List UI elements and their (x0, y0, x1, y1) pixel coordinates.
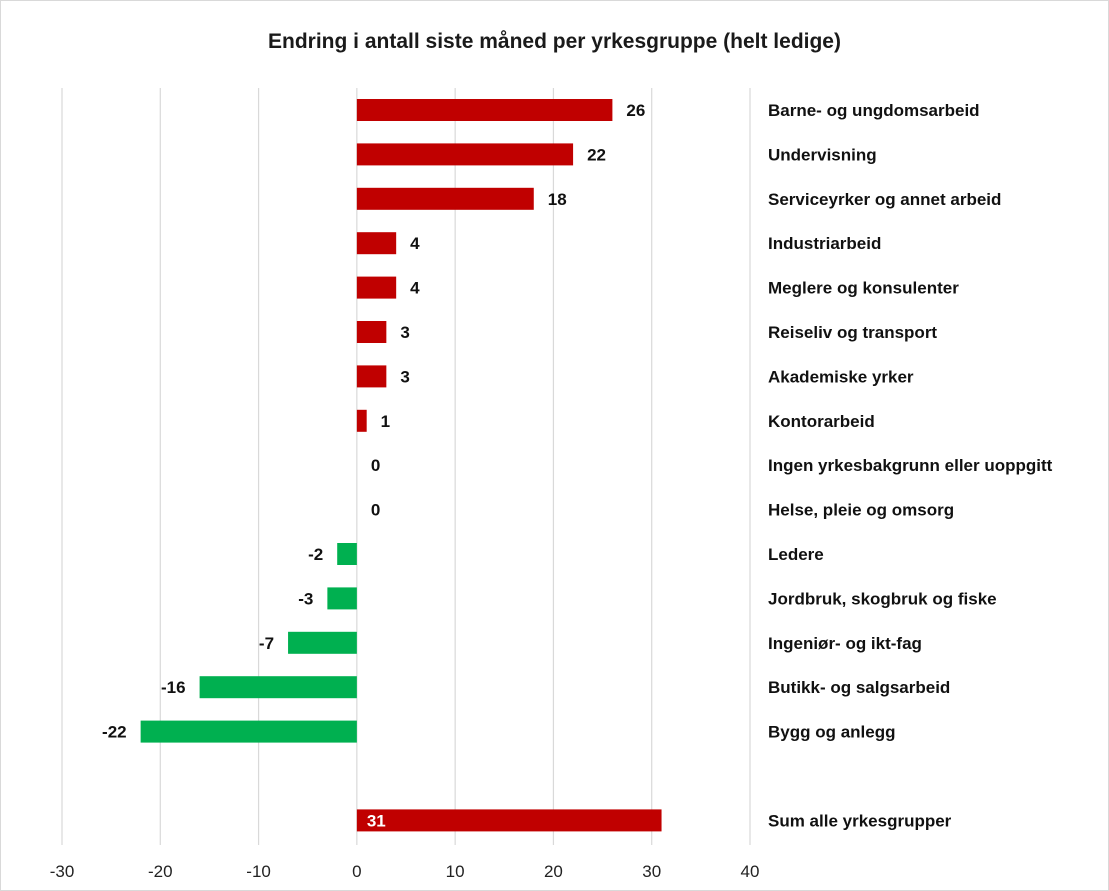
category-label: Akademiske yrker (768, 367, 914, 386)
bar (199, 676, 357, 699)
bar (356, 276, 397, 299)
bar (356, 321, 387, 343)
category-label: Ledere (768, 545, 824, 564)
bar (288, 631, 357, 654)
bar (356, 809, 662, 832)
data-label: 31 (367, 811, 386, 830)
category-label: Ingen yrkesbakgrunn eller uoppgitt (768, 456, 1053, 475)
category-label: Meglere og konsulenter (768, 279, 959, 298)
data-label: -16 (161, 678, 186, 697)
category-label: Undervisning (768, 145, 877, 164)
bar (356, 365, 387, 388)
category-label: Bygg og anlegg (768, 723, 896, 742)
bar (337, 543, 357, 565)
data-label: 0 (371, 456, 380, 475)
data-label: 3 (400, 323, 409, 342)
bar (327, 587, 357, 610)
category-label: Ingeniør- og ikt-fag (768, 634, 922, 653)
category-label: Jordbruk, skogbruk og fiske (768, 589, 997, 608)
bar (356, 143, 574, 166)
x-tick-label: -10 (246, 862, 271, 881)
bar (356, 99, 613, 121)
x-tick-label: 0 (352, 862, 361, 881)
data-label: 3 (400, 367, 409, 386)
category-labels: Barne- og ungdomsarbeid Undervisning Servi… (768, 101, 1053, 830)
gridlines (61, 88, 751, 845)
chart-title: Endring i antall siste måned per yrkesgr… (268, 30, 841, 53)
data-label: -2 (308, 545, 323, 564)
bar (356, 187, 534, 210)
data-label: -3 (298, 589, 313, 608)
data-label: 4 (410, 234, 420, 253)
x-tick-label: 40 (741, 862, 760, 881)
category-label: Kontorarbeid (768, 412, 875, 431)
x-tick-label: -20 (148, 862, 173, 881)
data-label: 26 (626, 101, 645, 120)
data-label: 18 (548, 190, 567, 209)
category-label: Helse, pleie og omsorg (768, 501, 954, 520)
category-label: Serviceyrker og annet arbeid (768, 190, 1001, 209)
category-label: Reiseliv og transport (768, 323, 937, 342)
data-label: 4 (410, 279, 420, 298)
x-tick-label: 10 (446, 862, 465, 881)
bar (140, 720, 357, 743)
data-label: -22 (102, 723, 127, 742)
category-label: Industriarbeid (768, 234, 881, 253)
data-label: 0 (371, 501, 380, 520)
bar (356, 409, 367, 432)
data-label: 1 (381, 412, 390, 431)
category-label: Butikk- og salgsarbeid (768, 678, 950, 697)
x-tick-label: 30 (642, 862, 661, 881)
category-label: Sum alle yrkesgrupper (768, 811, 952, 830)
bars (140, 99, 662, 832)
data-label: -7 (259, 634, 274, 653)
x-tick-label: -30 (50, 862, 75, 881)
x-tick-label: 20 (544, 862, 563, 881)
category-label: Barne- og ungdomsarbeid (768, 101, 980, 120)
x-axis-ticks: -30 -20 -10 0 10 20 30 40 (50, 862, 760, 881)
bar (356, 232, 397, 255)
data-label: 22 (587, 145, 606, 164)
